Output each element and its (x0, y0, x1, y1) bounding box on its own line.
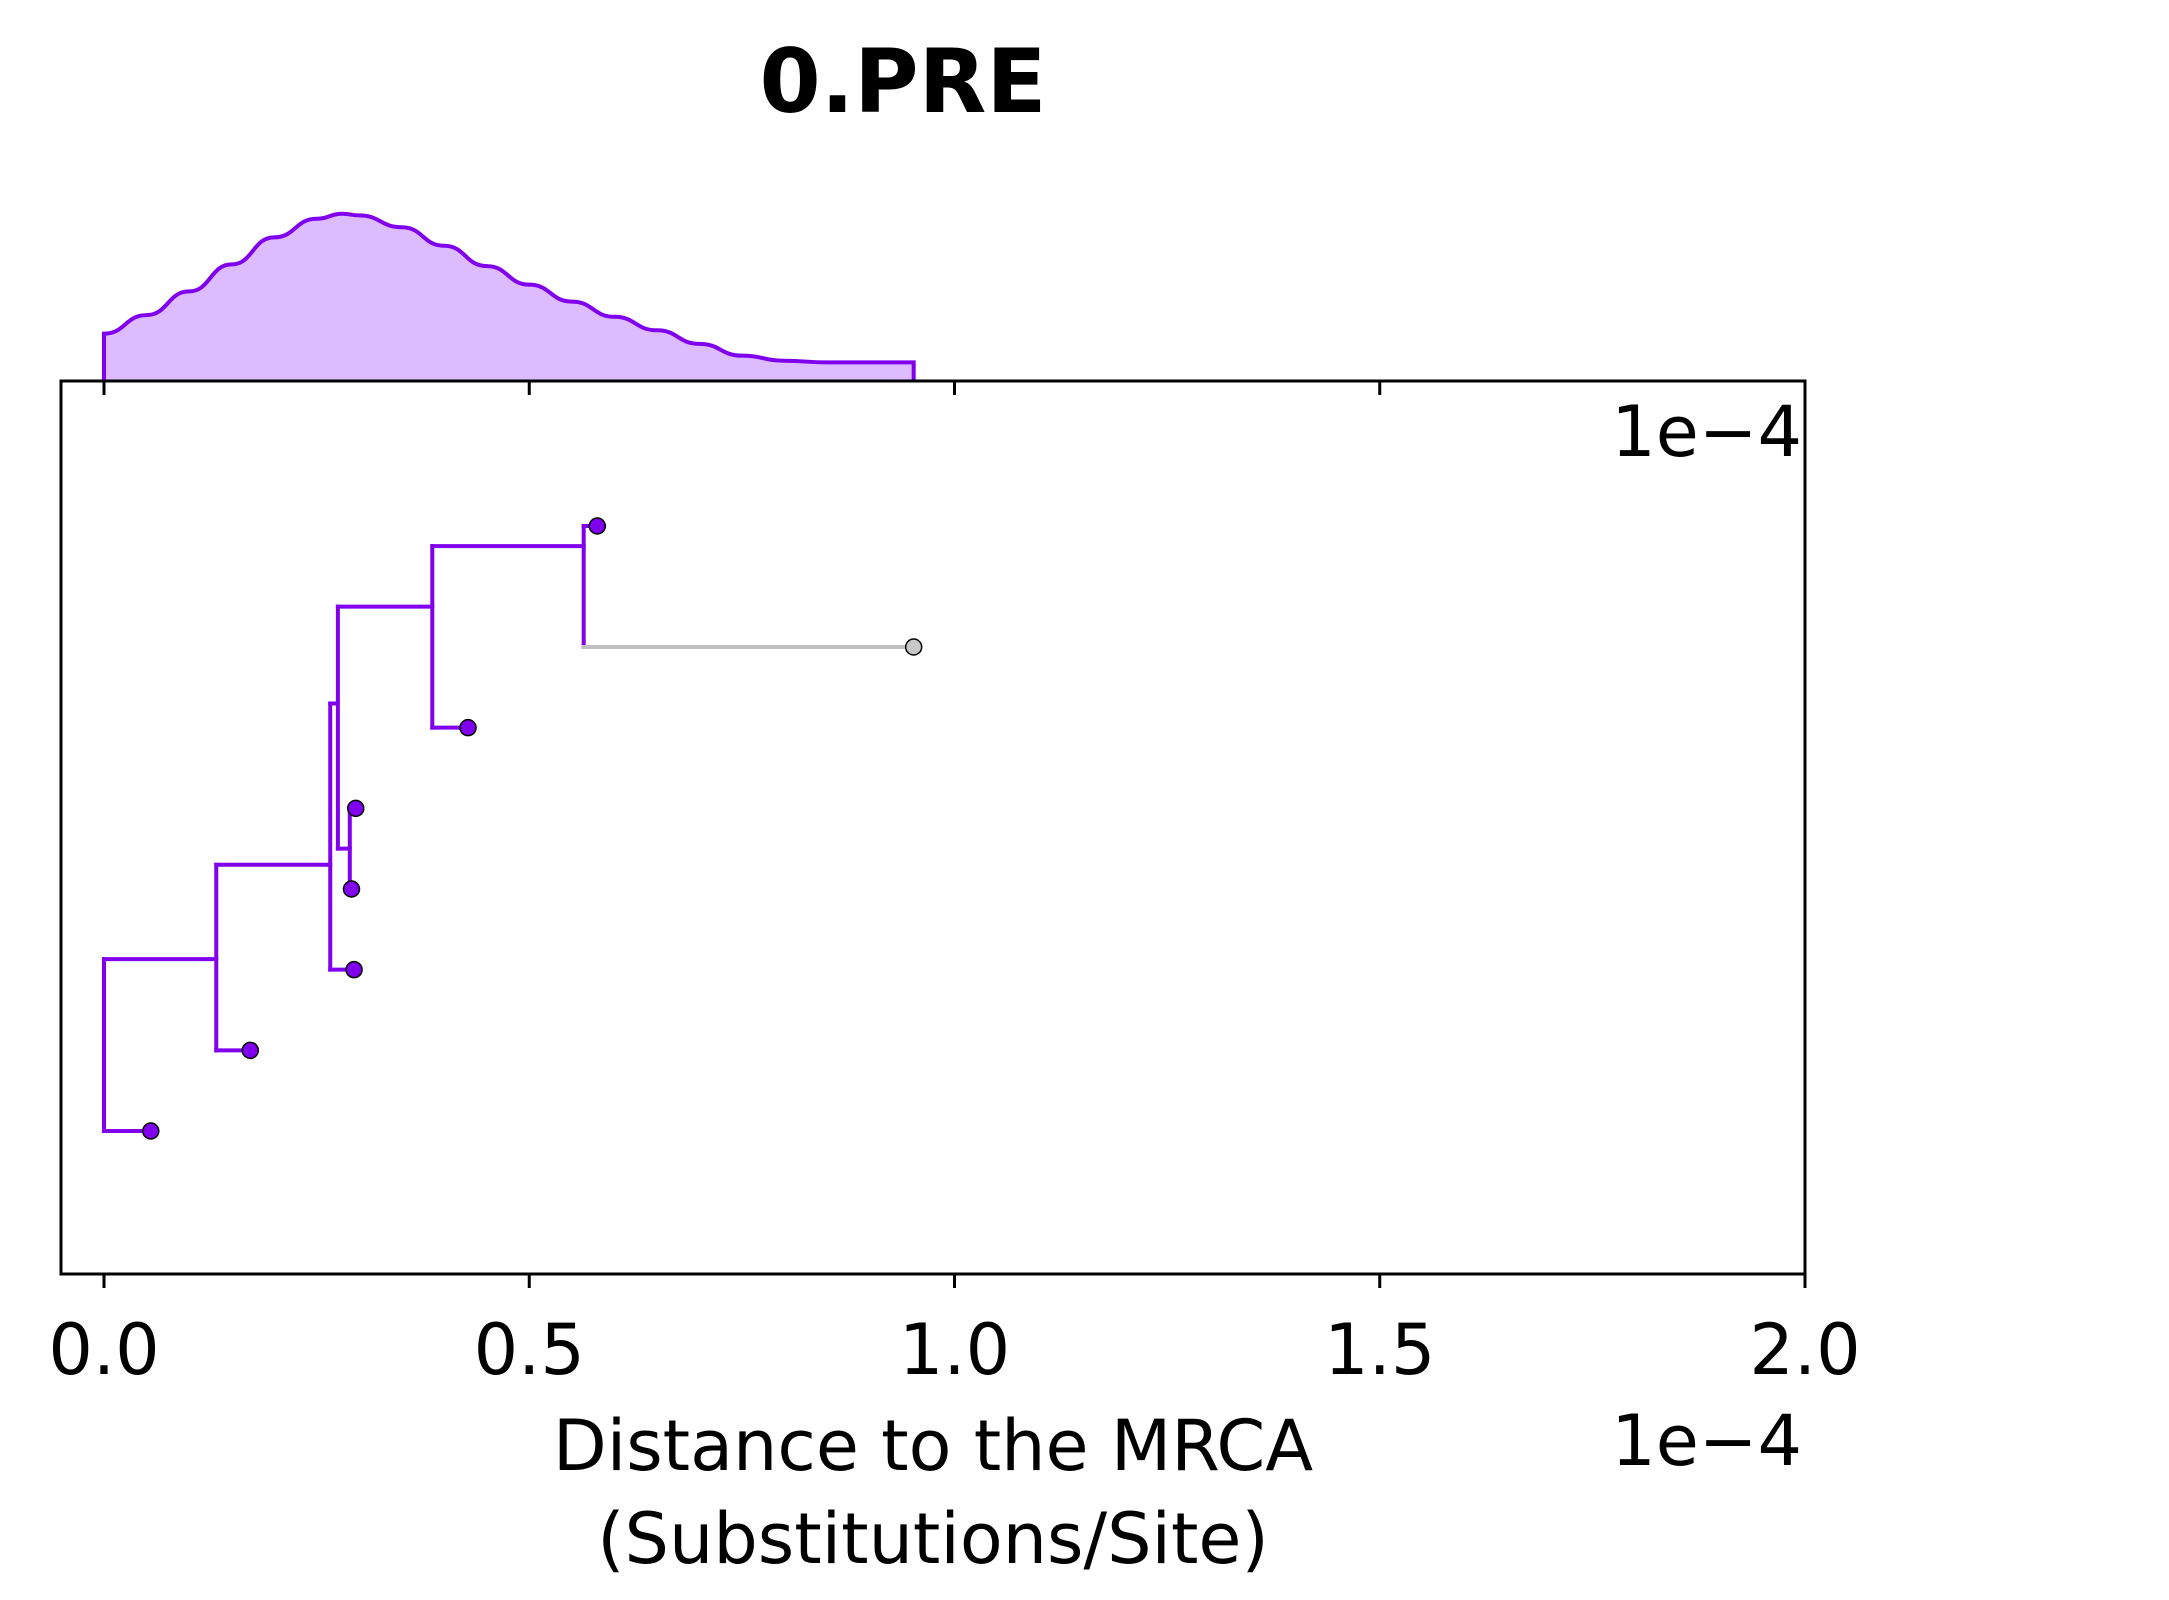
outlier-tip-point (904, 638, 923, 656)
density-fill (104, 213, 914, 381)
chart-title: 0.PRE (759, 30, 1046, 133)
tree-tips (142, 517, 923, 1140)
x-tick-label: 0.5 (474, 1309, 585, 1391)
tip-point (342, 880, 361, 898)
tip-point (459, 718, 477, 737)
tip-point (142, 1122, 160, 1140)
tip-point (588, 517, 607, 535)
tip-point (345, 960, 363, 979)
x-axis-label-line1: Distance to the MRCA (553, 1405, 1313, 1487)
y-offset-label: 1e−4 (1611, 391, 1802, 473)
x-axis: 0.0 0.5 1.0 1.5 2.0 (48, 381, 1861, 1391)
x-axis-label-line2: (Substitutions/Site) (597, 1498, 1269, 1580)
x-offset-label: 1e−4 (1611, 1400, 1802, 1482)
tree-branches (102, 524, 916, 1133)
density-plot (102, 211, 916, 381)
x-tick-label: 1.0 (899, 1309, 1010, 1391)
tip-point (346, 799, 365, 818)
x-tick-label: 2.0 (1749, 1309, 1860, 1391)
density-line (102, 211, 916, 381)
x-tick-label: 0.0 (48, 1309, 159, 1391)
x-tick-label: 1.5 (1324, 1309, 1435, 1391)
tip-point (241, 1041, 260, 1060)
plot-frame (59, 379, 1807, 1276)
